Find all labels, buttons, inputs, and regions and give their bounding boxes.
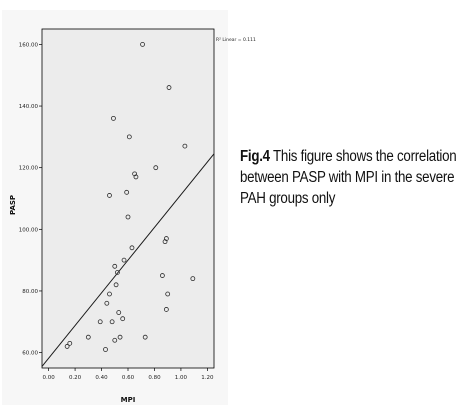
caption-line-1: Fig.4 This figure shows the correlation [240, 146, 457, 167]
y-axis-title: PASP [9, 195, 17, 215]
data-point [64, 344, 70, 349]
data-point [104, 300, 110, 306]
data-point [67, 340, 73, 346]
x-tick-label: 0.60 [122, 375, 135, 381]
data-point [153, 165, 159, 171]
data-point [163, 307, 169, 312]
x-axis: 0.00 0.20 0.40 0.60 0.80 1.00 1.20 [42, 368, 214, 381]
data-point [115, 270, 120, 275]
data-point [121, 257, 127, 263]
x-tick-label: 0.40 [95, 375, 108, 381]
data-point [126, 134, 132, 140]
data-point [159, 273, 165, 278]
figure-caption: Fig.4 This figure shows the correlation … [240, 146, 457, 209]
data-point [190, 276, 196, 282]
data-point [112, 263, 118, 269]
caption-text-1: This figure shows the correlation [269, 148, 457, 165]
y-tick-label: 140.00 [19, 104, 39, 110]
points-layer [64, 42, 196, 352]
data-point [120, 316, 126, 322]
data-point [112, 337, 118, 343]
data-point [166, 85, 172, 90]
x-tick-label: 0.00 [42, 375, 55, 381]
data-point [140, 42, 145, 47]
plot-area [41, 28, 215, 369]
caption-line-2: between PASP with MPI in the severe [240, 169, 455, 186]
data-point [117, 334, 123, 340]
data-point [111, 115, 116, 121]
y-axis: 60.00 80.00 100.00 120.00 140.00 160.00 [19, 42, 42, 357]
y-tick-label: 60.00 [22, 351, 38, 357]
data-point [142, 334, 148, 340]
data-point [125, 214, 131, 220]
data-point [129, 245, 135, 251]
data-point [97, 319, 103, 325]
x-tick-label: 0.80 [148, 375, 161, 381]
data-point [109, 319, 115, 325]
figure-label: Fig.4 [240, 148, 270, 165]
x-axis-title: MPI [121, 396, 136, 404]
data-point [165, 291, 171, 297]
caption-line-3: PAH groups only [240, 190, 336, 207]
x-tick-label: 1.00 [175, 375, 188, 381]
data-point [163, 236, 169, 241]
data-point [103, 347, 108, 352]
data-point [133, 174, 139, 180]
x-tick-label: 0.20 [69, 375, 82, 381]
r2-label: R² Linear = 0.111 [216, 37, 256, 43]
data-point [85, 334, 91, 340]
y-tick-label: 120.00 [19, 166, 39, 172]
data-point [107, 291, 112, 297]
data-point [113, 282, 119, 288]
regression-line [41, 153, 215, 367]
y-tick-label: 80.00 [22, 289, 38, 295]
fit-line-layer [41, 153, 215, 367]
data-point [182, 143, 188, 149]
y-tick-label: 160.00 [19, 42, 39, 48]
data-point [124, 189, 130, 195]
data-point [116, 310, 122, 315]
y-tick-label: 100.00 [19, 227, 39, 233]
data-point [107, 193, 112, 198]
x-tick-label: 1.20 [201, 375, 214, 381]
